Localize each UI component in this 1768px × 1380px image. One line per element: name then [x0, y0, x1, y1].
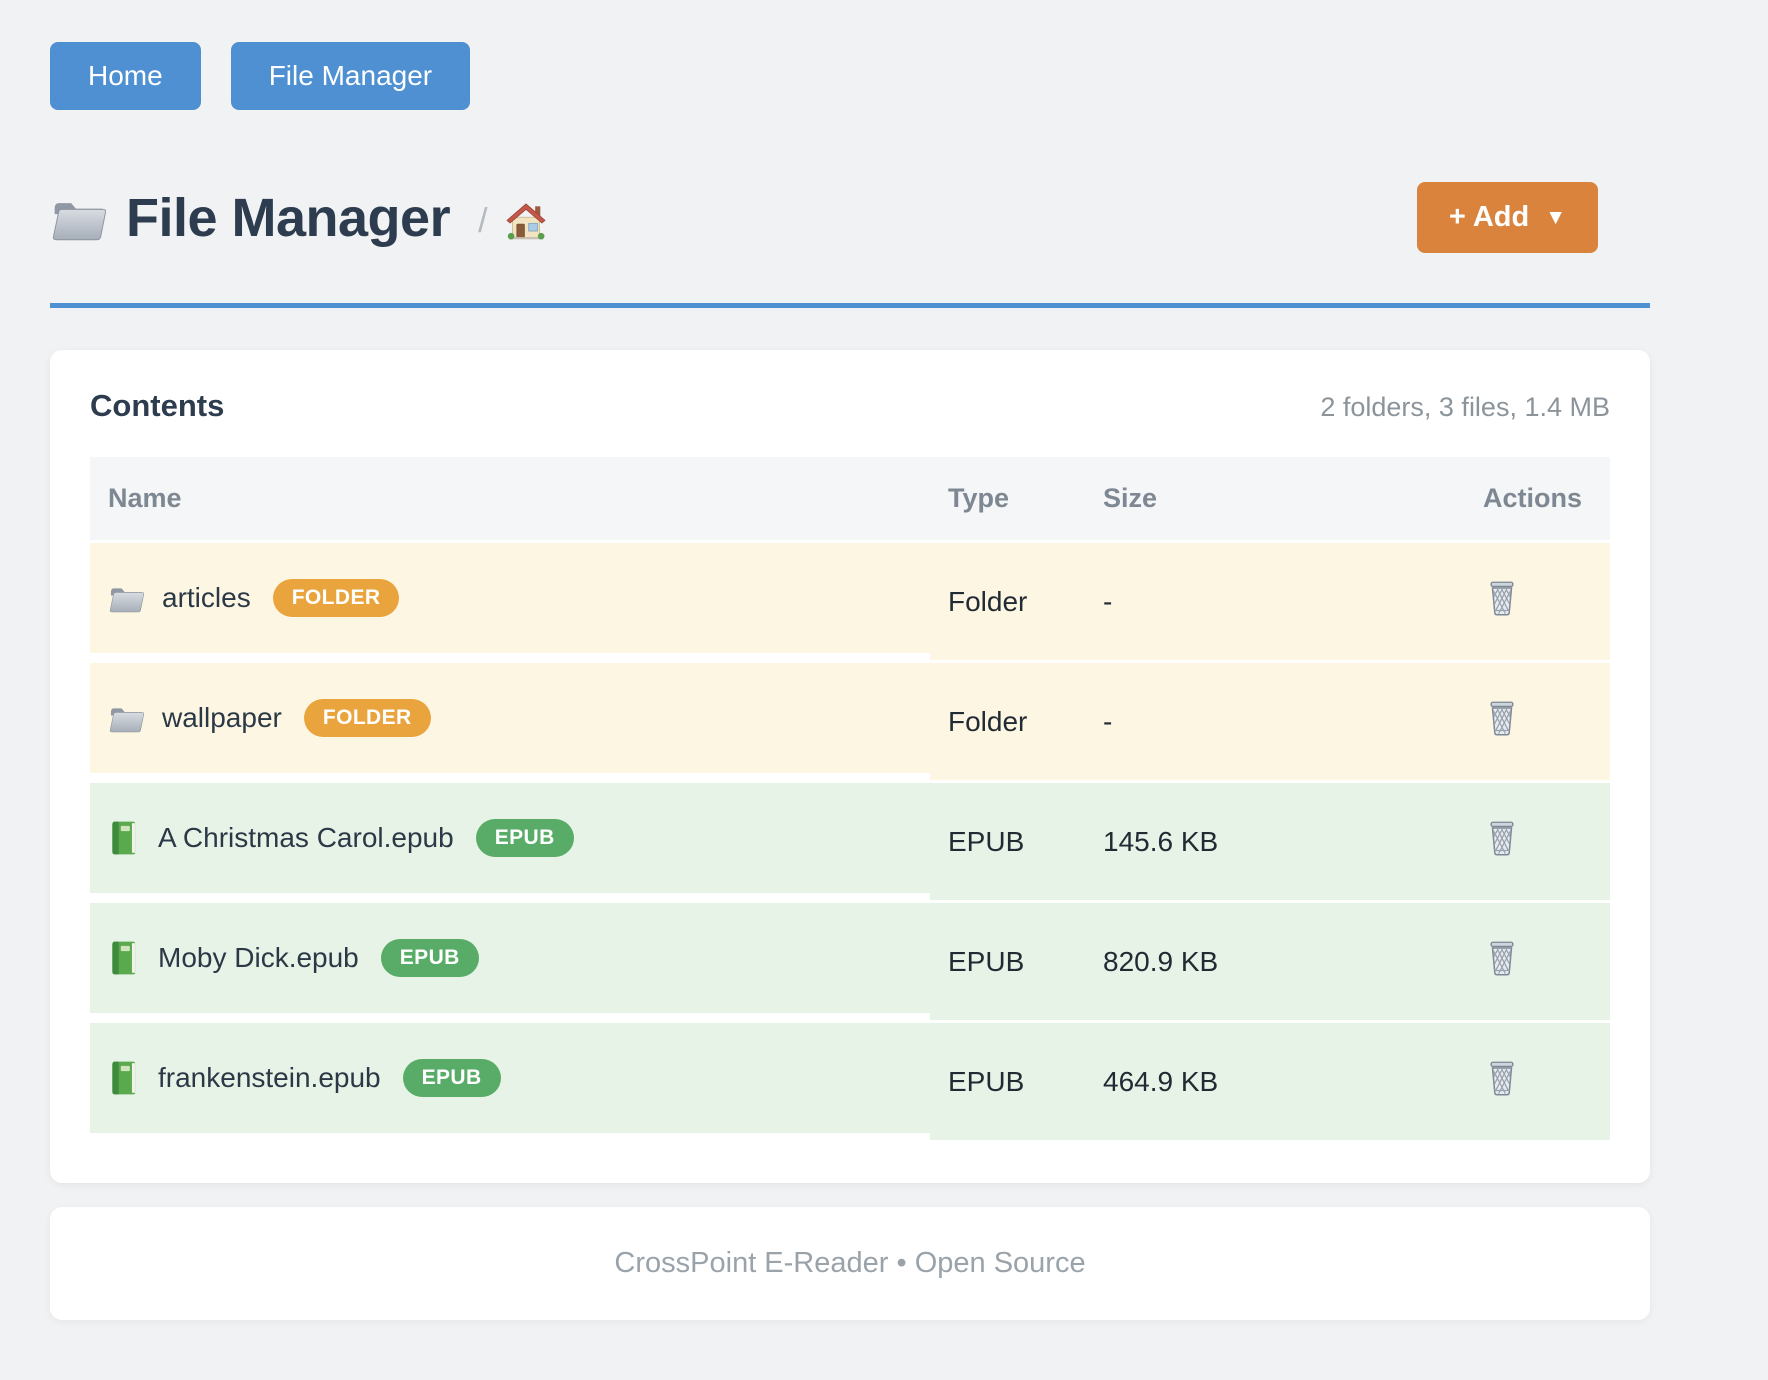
- breadcrumb-nav: Home File Manager: [50, 42, 1650, 110]
- file-name[interactable]: Moby Dick.epub: [158, 942, 359, 973]
- file-table: Name Type Size Actions articles FOLDER F…: [90, 454, 1610, 1143]
- file-name[interactable]: wallpaper: [162, 702, 282, 733]
- type-cell: EPUB: [930, 783, 1085, 900]
- epub-badge: EPUB: [402, 1059, 501, 1097]
- folder-badge: FOLDER: [303, 699, 431, 737]
- size-cell: -: [1085, 663, 1395, 780]
- add-button-label: + Add: [1448, 201, 1530, 233]
- add-button[interactable]: + Add ▼: [1416, 182, 1598, 253]
- epub-badge: EPUB: [380, 939, 479, 977]
- type-cell: EPUB: [930, 903, 1085, 1020]
- trash-icon: [1485, 579, 1519, 617]
- table-row[interactable]: frankenstein.epub EPUB EPUB 464.9 KB: [90, 1023, 1610, 1140]
- trash-icon: [1485, 1059, 1519, 1097]
- caret-down-icon: ▼: [1545, 205, 1566, 229]
- table-row[interactable]: wallpaper FOLDER Folder -: [90, 663, 1610, 780]
- file-name[interactable]: articles: [162, 582, 251, 613]
- column-header-actions: Actions: [1395, 457, 1610, 540]
- footer: CrossPoint E-Reader • Open Source: [50, 1207, 1650, 1320]
- page-title: File Manager: [126, 187, 451, 248]
- delete-button[interactable]: [1485, 699, 1519, 740]
- trash-icon: [1485, 699, 1519, 737]
- epub-badge: EPUB: [475, 819, 574, 857]
- size-cell: 464.9 KB: [1085, 1023, 1395, 1140]
- trash-icon: [1485, 939, 1519, 977]
- nav-home-button[interactable]: Home: [50, 42, 201, 110]
- contents-card: Contents 2 folders, 3 files, 1.4 MB Name…: [50, 350, 1650, 1183]
- trash-icon: [1485, 819, 1519, 857]
- table-row[interactable]: articles FOLDER Folder -: [90, 543, 1610, 660]
- nav-file-manager-button[interactable]: File Manager: [230, 42, 471, 110]
- column-header-size: Size: [1085, 457, 1395, 540]
- home-icon[interactable]: [504, 200, 548, 242]
- type-cell: Folder: [930, 663, 1085, 780]
- book-icon: [108, 940, 140, 976]
- book-icon: [108, 820, 140, 856]
- table-row[interactable]: Moby Dick.epub EPUB EPUB 820.9 KB: [90, 903, 1610, 1020]
- contents-title: Contents: [90, 388, 225, 423]
- column-header-type: Type: [930, 457, 1085, 540]
- file-name[interactable]: A Christmas Carol.epub: [158, 822, 454, 853]
- delete-button[interactable]: [1485, 579, 1519, 620]
- contents-summary: 2 folders, 3 files, 1.4 MB: [1320, 392, 1610, 422]
- book-icon: [108, 1060, 140, 1096]
- delete-button[interactable]: [1485, 1059, 1519, 1100]
- size-cell: 145.6 KB: [1085, 783, 1395, 900]
- file-name[interactable]: frankenstein.epub: [158, 1062, 381, 1093]
- page-header: File Manager / + Add ▼: [50, 182, 1650, 253]
- type-cell: EPUB: [930, 1023, 1085, 1140]
- size-cell: 820.9 KB: [1085, 903, 1395, 1020]
- title-divider: [50, 303, 1650, 308]
- column-header-name: Name: [90, 457, 930, 540]
- folder-badge: FOLDER: [272, 579, 400, 617]
- footer-text: CrossPoint E-Reader • Open Source: [614, 1247, 1086, 1279]
- folder-icon: [108, 702, 144, 734]
- delete-button[interactable]: [1485, 819, 1519, 860]
- table-header-row: Name Type Size Actions: [90, 457, 1610, 540]
- folder-icon: [108, 582, 144, 614]
- delete-button[interactable]: [1485, 939, 1519, 980]
- type-cell: Folder: [930, 543, 1085, 660]
- folder-icon: [50, 194, 106, 242]
- size-cell: -: [1085, 543, 1395, 660]
- breadcrumb-separator: /: [478, 202, 488, 240]
- table-row[interactable]: A Christmas Carol.epub EPUB EPUB 145.6 K…: [90, 783, 1610, 900]
